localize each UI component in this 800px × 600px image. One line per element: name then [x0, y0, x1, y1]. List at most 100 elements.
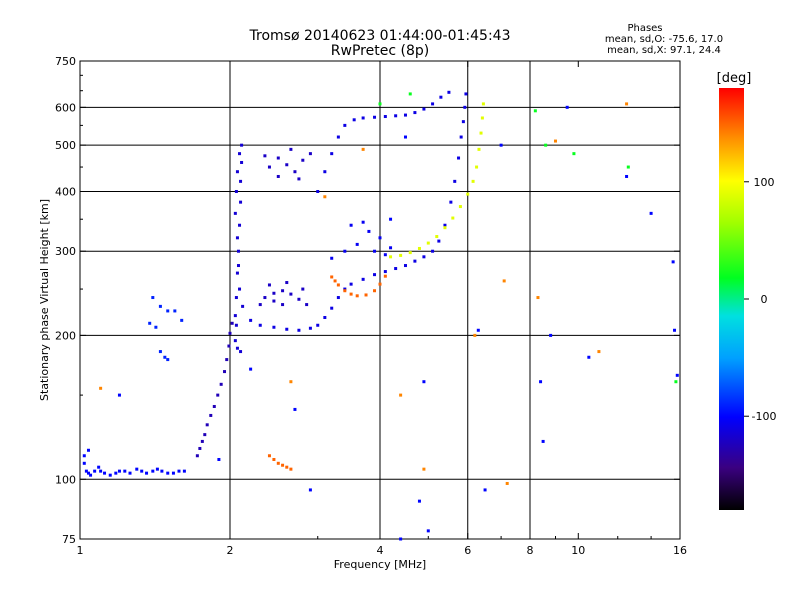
data-point — [539, 380, 543, 384]
data-point — [239, 179, 243, 183]
data-point — [364, 293, 368, 297]
stats-line-o: mean, sd,O: -75.6, 17.0 — [605, 34, 723, 45]
data-point — [389, 217, 393, 221]
data-point — [82, 454, 86, 458]
data-point — [203, 433, 207, 437]
data-point — [241, 304, 245, 308]
data-point — [533, 109, 537, 113]
data-point — [333, 279, 337, 283]
data-point — [155, 467, 159, 471]
data-point — [413, 111, 417, 115]
stats-heading: Phases — [627, 23, 662, 34]
data-point — [240, 160, 244, 164]
data-point — [453, 179, 457, 183]
data-point — [505, 481, 509, 485]
data-point — [431, 102, 435, 106]
data-point — [544, 143, 548, 147]
data-point — [394, 114, 398, 118]
data-point — [457, 156, 461, 160]
data-point — [285, 281, 289, 285]
y-tick-label: 600 — [55, 101, 76, 114]
x-tick-label: 4 — [377, 544, 384, 557]
data-point — [285, 465, 289, 469]
data-point — [343, 123, 347, 127]
data-point — [227, 344, 231, 348]
data-point — [383, 115, 387, 119]
data-point — [361, 147, 365, 151]
data-point — [272, 325, 276, 329]
data-point — [476, 328, 480, 332]
data-point — [330, 306, 334, 310]
data-point — [389, 255, 393, 259]
data-point — [289, 467, 293, 471]
data-point — [480, 116, 484, 120]
data-point — [238, 287, 242, 291]
data-point — [200, 439, 204, 443]
data-point — [297, 328, 301, 332]
data-point — [195, 454, 199, 458]
data-point — [163, 355, 167, 359]
data-point — [154, 325, 158, 329]
data-point — [281, 463, 285, 467]
data-point — [293, 407, 297, 411]
data-point — [316, 189, 320, 193]
data-point — [173, 309, 177, 313]
data-point — [443, 226, 447, 230]
data-point — [481, 102, 485, 106]
data-point — [160, 469, 164, 473]
data-point — [413, 259, 417, 263]
data-point — [117, 469, 121, 473]
data-point — [541, 439, 545, 443]
data-point — [378, 236, 382, 240]
data-point — [140, 469, 144, 473]
data-point — [223, 370, 227, 374]
data-point — [383, 270, 387, 274]
data-point — [272, 457, 276, 461]
data-point — [123, 469, 127, 473]
data-point — [649, 211, 653, 215]
y-tick-label: 500 — [55, 139, 76, 152]
data-point — [238, 152, 242, 156]
data-point — [330, 152, 334, 156]
data-point — [316, 323, 320, 327]
data-point — [343, 249, 347, 253]
data-point — [399, 537, 403, 541]
x-axis-label: Frequency [MHz] — [334, 558, 426, 571]
data-point — [373, 289, 377, 293]
data-point — [447, 90, 451, 94]
data-point — [483, 488, 487, 492]
data-point — [258, 323, 262, 327]
data-point — [417, 499, 421, 503]
x-tick-label: 8 — [527, 544, 534, 557]
data-point — [209, 413, 213, 417]
data-point — [308, 488, 312, 492]
y-tick-label: 300 — [55, 245, 76, 258]
data-point — [233, 211, 237, 215]
data-point — [217, 457, 221, 461]
colorbar — [719, 88, 744, 510]
data-point — [205, 423, 209, 427]
data-point — [373, 249, 377, 253]
data-point — [343, 287, 347, 291]
data-point — [336, 283, 340, 287]
data-point — [352, 118, 356, 122]
data-point — [166, 309, 170, 313]
y-tick-label: 750 — [55, 55, 76, 68]
colorbar-tick-label: 0 — [761, 293, 768, 306]
data-point — [674, 380, 678, 384]
data-point — [458, 205, 462, 209]
data-point — [308, 326, 312, 330]
data-point — [228, 331, 232, 335]
data-point — [625, 174, 629, 178]
data-point — [238, 223, 242, 227]
data-point — [236, 264, 240, 268]
data-point — [355, 242, 359, 246]
data-point — [272, 291, 276, 295]
data-point — [293, 170, 297, 174]
data-point — [475, 165, 479, 169]
data-point — [479, 131, 483, 135]
data-point — [128, 471, 132, 475]
data-point — [93, 469, 97, 473]
data-point — [249, 367, 253, 371]
